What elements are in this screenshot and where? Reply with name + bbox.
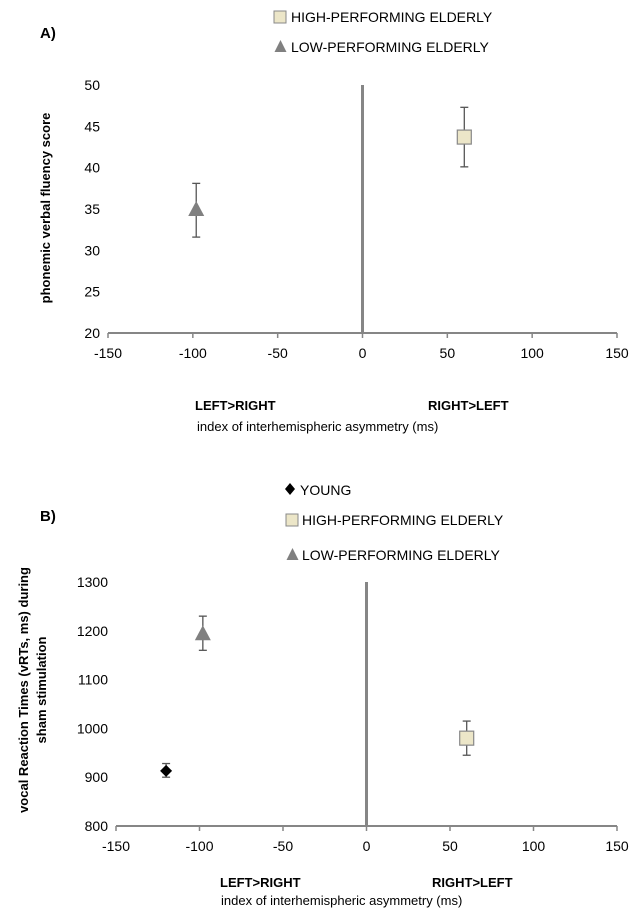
x-tick-label: -100 [185,838,213,854]
plot-area-a: -150 -100 -50 0 50 100 150 20 25 30 35 40 45 50 [84,77,628,361]
x-axis-title-a: index of interhemispheric asymmetry (ms) [197,419,438,434]
x-tick-label: -50 [273,838,293,854]
plot-area-b: -150 -100 -50 0 50 100 150 800 900 1000 1100 1200 13… [77,574,629,854]
x-tick-label: -150 [102,838,130,854]
y-tick-label: 900 [85,769,109,785]
legend-b-triangle-marker [286,548,299,560]
x-axis-title-b: index of interhemispheric asymmetry (ms) [221,893,462,908]
x-tick-label: 100 [522,838,546,854]
y-tick-label: 30 [84,242,100,258]
x-tick-label: -150 [94,345,122,361]
y-tick-label: 20 [84,325,100,341]
y-axis-title-a: phonemic verbal fluency score [38,113,53,304]
x-tick-label: 100 [520,345,544,361]
direction-label-left-a: LEFT>RIGHT [195,398,276,413]
y-tick-label: 1300 [77,574,108,590]
legend-b-entry-young: YOUNG [300,482,351,498]
x-tick-label: 150 [605,838,629,854]
legend-b-diamond-marker [285,483,295,495]
direction-label-right-b: RIGHT>LEFT [432,875,513,890]
y-axis-title-b-line1: vocal Reaction Times (vRTs, ms) during [16,567,31,813]
y-tick-label: 50 [84,77,100,93]
legend-a-entry-low: LOW-PERFORMING ELDERLY [291,39,490,55]
x-tick-label: 150 [605,345,629,361]
data-point-high-performing-elderly [459,730,475,746]
data-point-low-performing-elderly [194,625,211,641]
y-tick-label: 1000 [77,720,108,736]
direction-label-left-b: LEFT>RIGHT [220,875,301,890]
panel-b: B) YOUNG HIGH-PERFORMING ELDERLY LOW-PER… [16,482,629,908]
legend-b-entry-low: LOW-PERFORMING ELDERLY [302,547,501,563]
x-tick-label: 0 [359,345,367,361]
y-tick-label: 25 [84,284,100,300]
data-point-young [160,764,173,777]
x-tick-label: -50 [268,345,288,361]
panel-a: A) HIGH-PERFORMING ELDERLY LOW-PERFORMIN… [38,9,629,434]
panel-b-label: B) [40,508,56,525]
legend-b: YOUNG HIGH-PERFORMING ELDERLY LOW-PERFOR… [285,482,504,563]
legend-a: HIGH-PERFORMING ELDERLY LOW-PERFORMING E… [273,9,493,55]
direction-label-right-a: RIGHT>LEFT [428,398,509,413]
y-tick-label: 800 [85,818,109,834]
x-tick-label: 50 [440,345,456,361]
legend-b-entry-high: HIGH-PERFORMING ELDERLY [302,512,504,528]
legend-a-triangle-marker [274,40,287,52]
y-tick-label: 45 [84,118,100,134]
y-tick-label: 1100 [78,672,108,688]
legend-a-square-marker [273,10,287,24]
y-tick-label: 35 [84,201,100,217]
legend-a-entry-high: HIGH-PERFORMING ELDERLY [291,9,493,25]
y-axis-title-b-line2: sham stimulation [34,636,49,743]
legend-b-square-marker [285,513,299,527]
data-point-high-performing-elderly [456,129,472,145]
data-point-low-performing-elderly [188,201,205,216]
x-tick-label: 50 [442,838,458,854]
y-tick-label: 40 [84,160,100,176]
x-tick-label: -100 [179,345,207,361]
panel-a-label: A) [40,25,56,42]
x-tick-label: 0 [363,838,371,854]
y-tick-label: 1200 [77,623,108,639]
